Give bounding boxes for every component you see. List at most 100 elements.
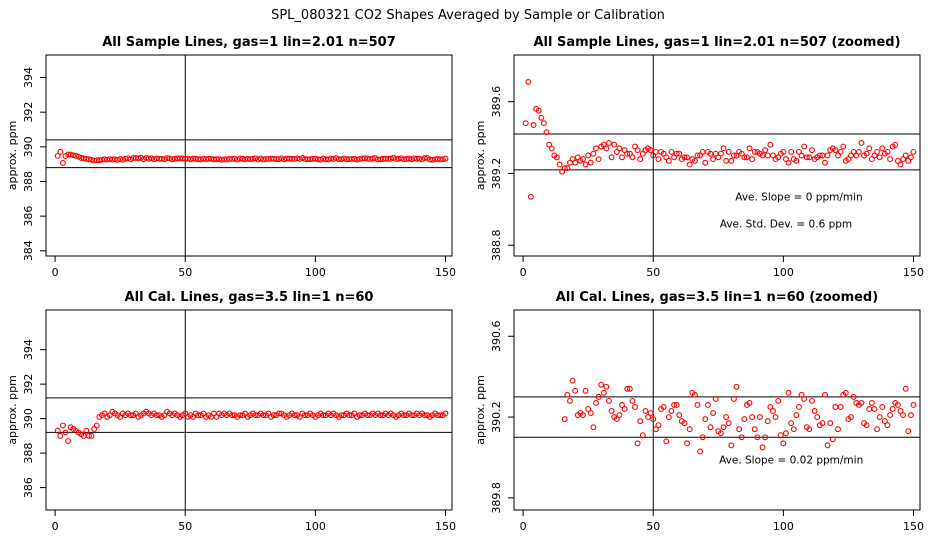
data-point	[527, 193, 534, 200]
y-tick-label: 390.6	[490, 321, 503, 353]
x-tick-label: 50	[178, 266, 192, 279]
y-tick-label: 394	[22, 67, 35, 88]
x-tick-label: 50	[646, 266, 660, 279]
data-point	[580, 412, 586, 419]
data-point	[751, 426, 758, 433]
data-point	[738, 434, 745, 441]
data-point	[725, 420, 732, 427]
data-point	[57, 148, 64, 155]
data-point	[59, 160, 66, 166]
data-point	[611, 141, 618, 148]
data-point	[684, 154, 691, 161]
data-point	[710, 410, 717, 416]
data-point	[598, 381, 605, 388]
data-point	[746, 145, 753, 152]
data-point	[580, 156, 586, 163]
data-point	[762, 147, 769, 154]
data-point	[720, 145, 727, 152]
data-point	[655, 422, 662, 429]
data-point	[850, 393, 857, 400]
y-tick-label: 388	[22, 443, 35, 464]
data-point	[595, 156, 602, 163]
data-point	[338, 412, 345, 419]
data-point	[676, 150, 683, 157]
y-tick-label: 394	[22, 339, 35, 360]
data-point	[548, 145, 555, 152]
data-point	[652, 148, 659, 155]
data-point	[842, 389, 849, 396]
data-point	[538, 114, 545, 121]
data-point	[530, 122, 537, 128]
x-tick-label: 0	[520, 266, 527, 279]
data-point	[564, 391, 571, 398]
data-point	[535, 107, 542, 114]
data-point	[626, 385, 633, 392]
data-point	[910, 148, 917, 155]
data-point	[57, 432, 64, 439]
data-point	[824, 442, 831, 449]
data-point	[619, 154, 625, 161]
y-axis-label: approx. ppm	[474, 375, 487, 445]
data-point	[673, 150, 680, 157]
data-point	[832, 147, 839, 154]
data-point	[88, 432, 95, 439]
plot-frame	[45, 54, 453, 257]
data-point	[668, 408, 675, 414]
chart-title: All Cal. Lines, gas=3.5 lin=1 n=60 (zoom…	[556, 290, 878, 305]
data-point	[270, 412, 277, 419]
data-point	[660, 404, 667, 410]
data-point	[655, 156, 662, 163]
data-point	[790, 426, 797, 433]
data-point	[153, 412, 160, 419]
data-point	[848, 414, 854, 421]
data-point	[632, 404, 638, 410]
data-point	[639, 432, 646, 439]
data-point	[686, 426, 693, 433]
data-point	[730, 152, 737, 159]
data-point	[676, 412, 683, 419]
data-point	[54, 152, 61, 159]
data-point	[907, 412, 914, 419]
data-point	[793, 157, 800, 164]
data-point	[637, 156, 644, 163]
y-tick-label: 384	[22, 240, 35, 261]
chart-title: All Cal. Lines, gas=3.5 lin=1 n=60	[125, 290, 374, 305]
data-point	[876, 414, 883, 421]
data-point	[905, 428, 912, 435]
data-point	[759, 444, 766, 451]
data-point	[720, 424, 727, 431]
data-point	[871, 406, 878, 412]
data-point	[829, 436, 836, 443]
chart-panel-4: All Cal. Lines, gas=3.5 lin=1 n=60 (zoom…	[474, 290, 924, 533]
data-point	[587, 410, 594, 416]
data-point	[762, 434, 769, 441]
data-point	[777, 432, 784, 439]
data-point	[881, 418, 888, 425]
data-point	[788, 420, 795, 427]
y-axis-label: approx. ppm	[474, 121, 487, 191]
data-point	[866, 145, 873, 152]
data-point	[673, 401, 680, 408]
data-point	[85, 432, 92, 439]
data-point	[749, 414, 756, 421]
data-point	[702, 159, 709, 166]
data-point	[616, 412, 623, 419]
data-point	[569, 377, 576, 384]
data-point	[694, 401, 701, 408]
data-point	[717, 150, 724, 157]
data-point	[590, 424, 597, 431]
x-tick-label: 150	[903, 266, 924, 279]
data-point	[801, 143, 808, 150]
data-point	[770, 408, 776, 414]
y-tick-label: 389.8	[490, 482, 503, 514]
data-point	[822, 159, 828, 166]
data-point	[606, 397, 612, 404]
data-point	[634, 147, 641, 154]
data-point	[603, 383, 610, 390]
data-point	[642, 408, 649, 414]
data-point	[668, 148, 675, 155]
data-point	[195, 412, 202, 419]
data-point	[593, 145, 599, 152]
data-point	[681, 154, 688, 161]
